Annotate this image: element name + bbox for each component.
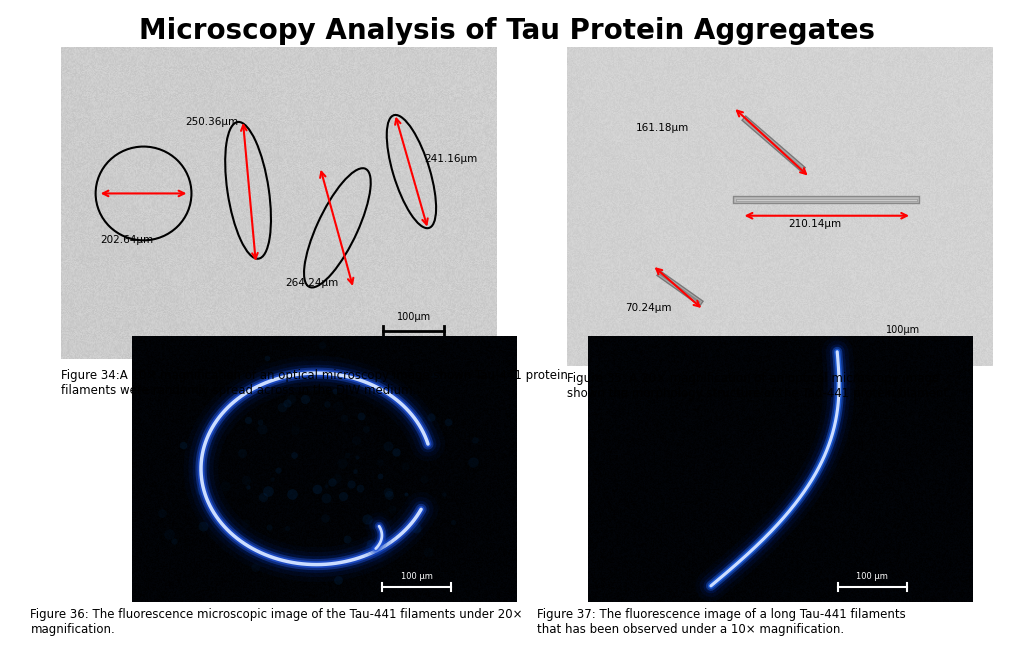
Point <box>161 529 177 539</box>
Point <box>408 523 424 533</box>
Point <box>335 490 352 501</box>
Point <box>405 519 421 530</box>
Point <box>247 561 263 572</box>
Point <box>336 413 353 424</box>
Point <box>329 472 345 483</box>
Text: 100 µm: 100 µm <box>400 571 433 581</box>
Point <box>309 484 325 495</box>
Text: Figure 36: The fluorescence microscopic image of the Tau-441 filaments under 20×: Figure 36: The fluorescence microscopic … <box>30 608 523 636</box>
Text: 100 µm: 100 µm <box>856 571 888 581</box>
Point <box>217 481 233 491</box>
Point <box>353 411 369 422</box>
Text: 210.14μm: 210.14μm <box>788 219 842 229</box>
Point <box>239 481 255 492</box>
Point <box>254 424 270 434</box>
Point <box>324 477 340 487</box>
Point <box>372 470 388 481</box>
Point <box>240 415 256 426</box>
Text: Figure 37: The fluorescence image of a long Tau-441 filaments
that has been obse: Figure 37: The fluorescence image of a l… <box>537 608 906 636</box>
Text: 100μm: 100μm <box>886 325 921 335</box>
Text: 241.16μm: 241.16μm <box>424 154 478 164</box>
Point <box>154 507 170 518</box>
Point <box>285 489 301 499</box>
Point <box>258 352 275 363</box>
Point <box>388 446 404 457</box>
Point <box>353 483 369 493</box>
Text: 264.24μm: 264.24μm <box>285 278 338 288</box>
Point <box>426 371 443 382</box>
Text: 100μm: 100μm <box>396 312 431 322</box>
Text: 70.24μm: 70.24μm <box>625 303 672 313</box>
Text: 202.64μm: 202.64μm <box>100 235 153 245</box>
Point <box>445 516 461 527</box>
Point <box>339 450 356 460</box>
Point <box>269 465 286 475</box>
Point <box>297 394 313 404</box>
Point <box>358 424 374 434</box>
Point <box>287 450 303 460</box>
Point <box>415 474 432 485</box>
Point <box>283 394 299 404</box>
Point <box>166 535 182 546</box>
Point <box>381 490 397 501</box>
Point <box>436 489 452 499</box>
Point <box>264 473 281 484</box>
Point <box>204 426 220 437</box>
Point <box>348 555 365 565</box>
Point <box>343 479 360 489</box>
Point <box>279 522 295 533</box>
Point <box>398 489 414 499</box>
Point <box>372 457 388 467</box>
Point <box>318 493 334 503</box>
Point <box>259 485 276 496</box>
Point <box>251 416 267 427</box>
Point <box>330 575 346 585</box>
Point <box>411 412 427 423</box>
Point <box>314 340 330 350</box>
Point <box>369 374 385 385</box>
Point <box>361 542 377 553</box>
Point <box>365 518 381 529</box>
Point <box>380 441 396 452</box>
Point <box>174 439 190 450</box>
Point <box>274 402 290 412</box>
Point <box>287 425 303 436</box>
Point <box>317 512 333 523</box>
Point <box>440 416 456 427</box>
Text: Microscopy Analysis of Tau Protein Aggregates: Microscopy Analysis of Tau Protein Aggre… <box>139 17 874 45</box>
Point <box>348 452 365 462</box>
Point <box>330 400 346 411</box>
Point <box>238 518 254 529</box>
Point <box>196 520 212 531</box>
Point <box>261 522 278 533</box>
Text: 161.18μm: 161.18μm <box>635 123 689 133</box>
Point <box>467 435 483 446</box>
Point <box>465 456 481 467</box>
Point <box>422 412 439 422</box>
Point <box>279 398 295 408</box>
Point <box>362 538 378 549</box>
Point <box>234 448 250 458</box>
Point <box>338 533 355 544</box>
Point <box>380 486 396 497</box>
Point <box>346 466 363 477</box>
Text: Figure 35: A 20× magnification of an optical microscopy image
shown the morpholo: Figure 35: A 20× magnification of an opt… <box>567 372 952 400</box>
Point <box>327 386 343 396</box>
Point <box>318 481 334 491</box>
Point <box>397 461 413 471</box>
Point <box>334 458 350 468</box>
Point <box>360 514 376 525</box>
Point <box>348 435 365 446</box>
Point <box>318 399 334 410</box>
Point <box>419 547 436 557</box>
Text: Figure 34:A 10× magnification of an optical microscopy image shown Tau-441 prote: Figure 34:A 10× magnification of an opti… <box>61 369 567 397</box>
Point <box>384 504 400 515</box>
Text: 250.36μm: 250.36μm <box>185 116 238 127</box>
Point <box>238 474 254 485</box>
Point <box>255 491 271 502</box>
Point <box>192 485 209 495</box>
